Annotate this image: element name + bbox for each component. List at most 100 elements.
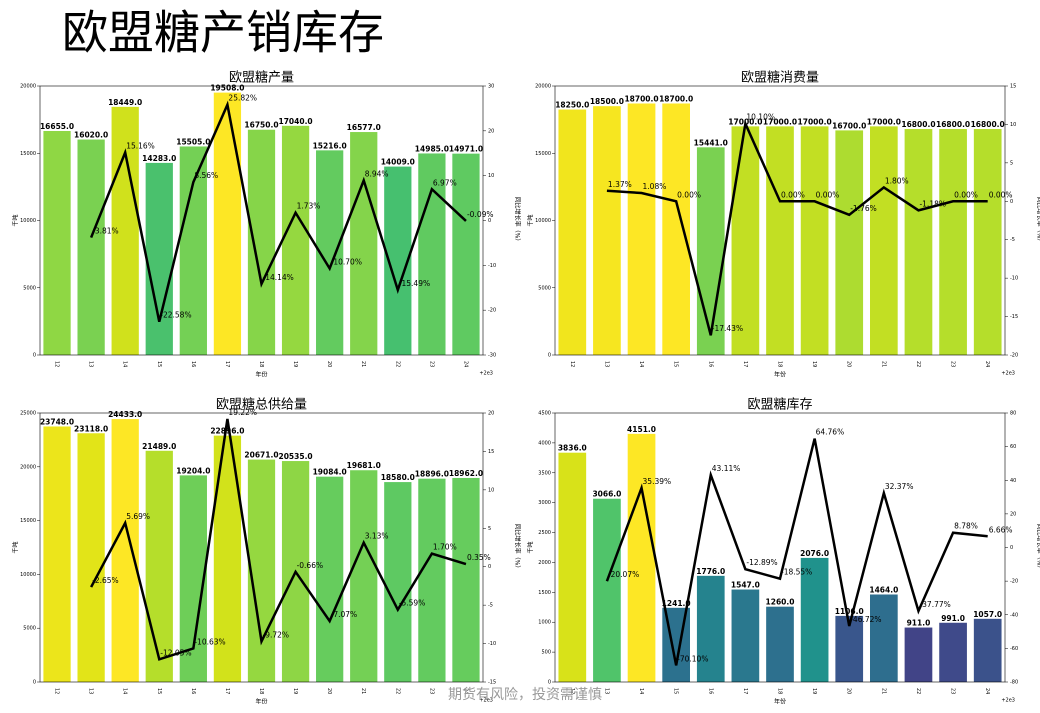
- bar: [835, 130, 864, 355]
- bar-label: 16700.0: [832, 121, 866, 130]
- bar-label: 2076.0: [800, 549, 829, 558]
- bar: [418, 478, 446, 682]
- line-label: -12.89%: [746, 558, 777, 567]
- y-tick-label: 4500: [538, 411, 551, 417]
- y2-axis-label: 同比增长率（%）: [1036, 524, 1040, 572]
- y-tick-label: 0: [33, 353, 36, 359]
- line-label: -18.55%: [781, 568, 812, 577]
- bar: [558, 109, 587, 355]
- bar: [145, 162, 173, 355]
- bar: [800, 557, 829, 682]
- y2-tick-label: -20: [1010, 353, 1018, 359]
- bar-label: 991.0: [941, 614, 965, 623]
- bar-label: 18896.0: [415, 470, 449, 479]
- line: [606, 119, 988, 336]
- bar-label: 16655.0: [40, 122, 74, 131]
- x-tick-label: 20: [326, 361, 332, 367]
- y2-tick-label: 10: [1010, 122, 1016, 128]
- x-tick-label: 20: [846, 361, 852, 367]
- bar-label: 14283.0: [142, 154, 176, 163]
- y2-tick-label: -5: [1010, 237, 1015, 243]
- y2-axis-label: 同比增长率（%）: [514, 524, 522, 572]
- x-tick-label: 12: [54, 688, 60, 694]
- y-tick-label: 25000: [20, 411, 36, 417]
- y-tick-label: 4000: [538, 440, 551, 446]
- y-tick-label: 15000: [535, 151, 551, 157]
- bar: [904, 129, 933, 355]
- x-tick-label: 19: [292, 361, 298, 367]
- bar-label: 18449.0: [108, 98, 142, 107]
- line-label: 43.11%: [712, 464, 741, 473]
- line-label: 1.80%: [885, 176, 909, 185]
- bar: [452, 477, 480, 682]
- bar-label: 1241.0: [662, 599, 691, 608]
- line: [605, 438, 988, 666]
- y2-tick-label: -20: [488, 308, 496, 314]
- line-label: -2.65%: [92, 576, 119, 585]
- bar: [111, 419, 139, 682]
- bar: [731, 589, 760, 682]
- x-tick-label: 24: [462, 361, 468, 367]
- y-tick-label: 10000: [20, 218, 36, 224]
- bar-label: 17000.0: [867, 117, 901, 126]
- line-label: -12.05%: [160, 648, 191, 657]
- y-tick-label: 10000: [535, 218, 551, 224]
- y-axis-label: 千吨: [12, 214, 20, 226]
- line-label: -9.72%: [263, 630, 290, 639]
- y2-tick-label: 15: [488, 449, 494, 455]
- line-label: -70.10%: [677, 654, 708, 663]
- x-tick-label: 18: [258, 361, 264, 367]
- y2-tick-label: -10: [1010, 276, 1018, 282]
- line-label: 6.66%: [989, 525, 1013, 534]
- y-tick-label: 20000: [20, 464, 36, 470]
- y-tick-label: 15000: [20, 518, 36, 524]
- x-tick-label: 15: [673, 688, 679, 694]
- x-tick-label: 22: [915, 688, 921, 694]
- x-tick-label: 22: [394, 361, 400, 367]
- y2-tick-label: 0: [1010, 199, 1013, 205]
- x-tick-label: 17: [224, 361, 230, 367]
- y2-tick-label: -15: [1010, 314, 1018, 320]
- line-label: 64.76%: [816, 428, 845, 437]
- bar: [247, 459, 276, 682]
- y-axis-label: 千吨: [12, 541, 20, 553]
- x-axis-label: 年份: [774, 371, 786, 379]
- bar: [418, 153, 446, 355]
- bar-label: 21489.0: [142, 442, 176, 451]
- y2-tick-label: 20: [488, 128, 494, 134]
- bar: [627, 103, 656, 355]
- bar: [384, 482, 412, 682]
- bar: [766, 126, 794, 355]
- line-label: 1.73%: [297, 202, 321, 211]
- y2-tick-label: -5: [488, 603, 493, 609]
- x-tick-label: 13: [603, 688, 609, 694]
- x-tick-label: 14: [122, 688, 128, 694]
- y-tick-label: 20000: [535, 84, 551, 90]
- chart-title: 欧盟糖库存: [747, 397, 812, 413]
- y-tick-label: 5000: [23, 285, 36, 291]
- bar: [870, 126, 898, 355]
- bar-label: 3066.0: [592, 490, 621, 499]
- bar: [452, 153, 480, 355]
- line-label: 35.39%: [643, 477, 672, 486]
- y-tick-label: 20000: [20, 84, 36, 90]
- bar: [939, 129, 967, 355]
- y2-tick-label: 0: [488, 564, 491, 570]
- y2-axis-label: 同比增长率（%）: [514, 197, 522, 245]
- bar-label: 20535.0: [278, 452, 312, 461]
- line-label: 25.82%: [228, 94, 257, 103]
- bar-label: 17040.0: [278, 117, 312, 126]
- line-label: 6.97%: [433, 178, 457, 187]
- bar-label: 14009.0: [381, 158, 415, 167]
- x-tick-label: 20: [326, 688, 332, 694]
- bar-label: 1776.0: [696, 567, 725, 576]
- line-label: 15.16%: [126, 142, 155, 151]
- line-label: -7.07%: [331, 610, 358, 619]
- bar-label: 3836.0: [558, 444, 587, 453]
- line-label: -10.63%: [194, 637, 225, 646]
- y2-tick-label: 60: [1010, 444, 1016, 450]
- line-label: -22.58%: [160, 311, 191, 320]
- bar-label: 18962.0: [449, 469, 483, 478]
- bar: [766, 606, 794, 682]
- x-tick-label: 12: [54, 361, 60, 367]
